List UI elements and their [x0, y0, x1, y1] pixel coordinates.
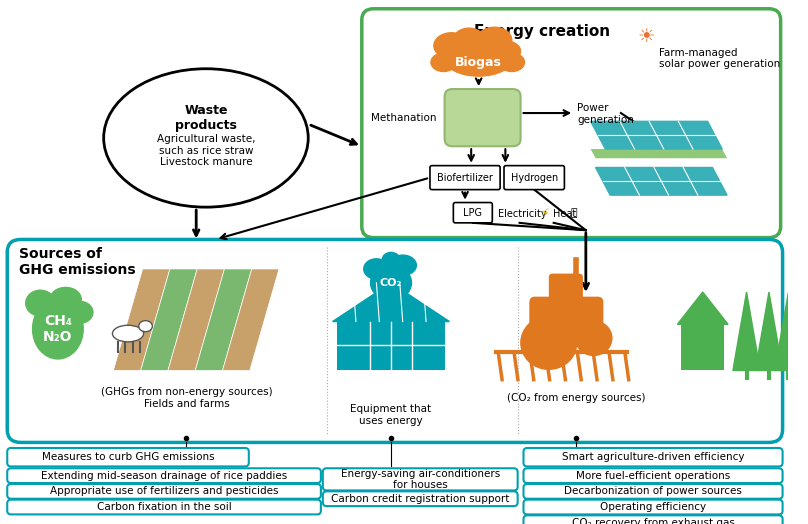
- Polygon shape: [591, 149, 727, 158]
- Text: Operating efficiency: Operating efficiency: [600, 502, 706, 512]
- Text: LPG: LPG: [463, 208, 482, 217]
- Text: CO₂ recovery from exhaust gas: CO₂ recovery from exhaust gas: [571, 518, 734, 524]
- Ellipse shape: [453, 28, 485, 52]
- Text: Carbon fixation in the soil: Carbon fixation in the soil: [97, 502, 231, 512]
- Text: Heat: Heat: [553, 209, 576, 219]
- Text: Carbon credit registration support: Carbon credit registration support: [331, 494, 509, 504]
- FancyBboxPatch shape: [7, 500, 321, 515]
- Text: (GHGs from non-energy sources)
Fields and farms: (GHGs from non-energy sources) Fields an…: [101, 387, 272, 409]
- FancyBboxPatch shape: [430, 166, 500, 190]
- Text: Agricultural waste,
such as rice straw
Livestock manure: Agricultural waste, such as rice straw L…: [157, 134, 255, 168]
- FancyBboxPatch shape: [323, 468, 518, 490]
- Text: Methanation: Methanation: [372, 113, 437, 123]
- Ellipse shape: [26, 290, 55, 316]
- Text: Sources of
GHG emissions: Sources of GHG emissions: [19, 247, 136, 277]
- Text: CO₂: CO₂: [380, 278, 402, 288]
- Polygon shape: [733, 292, 760, 370]
- FancyBboxPatch shape: [524, 448, 783, 466]
- Polygon shape: [595, 168, 727, 195]
- Polygon shape: [168, 269, 225, 370]
- Text: Electricity: Electricity: [499, 209, 547, 219]
- Ellipse shape: [431, 53, 457, 71]
- Text: (CO₂ from energy sources): (CO₂ from energy sources): [507, 393, 646, 403]
- Text: Appropriate use of fertilizers and pesticides: Appropriate use of fertilizers and pesti…: [50, 486, 278, 496]
- Ellipse shape: [50, 288, 82, 311]
- Polygon shape: [677, 292, 728, 324]
- FancyBboxPatch shape: [323, 492, 518, 506]
- Text: Smart agriculture-driven efficiency: Smart agriculture-driven efficiency: [562, 452, 744, 462]
- Ellipse shape: [371, 265, 411, 300]
- FancyBboxPatch shape: [453, 203, 492, 223]
- Text: Decarbonization of power sources: Decarbonization of power sources: [564, 486, 742, 496]
- Text: Biogas: Biogas: [455, 56, 502, 69]
- Ellipse shape: [434, 33, 469, 59]
- Polygon shape: [196, 269, 252, 370]
- Circle shape: [576, 322, 611, 355]
- FancyBboxPatch shape: [7, 448, 249, 466]
- Text: Farm-managed
solar power generation: Farm-managed solar power generation: [659, 48, 781, 69]
- Text: More fuel-efficient operations: More fuel-efficient operations: [576, 471, 730, 481]
- Text: 🔥: 🔥: [570, 208, 578, 217]
- FancyBboxPatch shape: [529, 297, 604, 338]
- Circle shape: [521, 317, 576, 368]
- FancyBboxPatch shape: [524, 468, 783, 483]
- Ellipse shape: [477, 27, 511, 53]
- Text: Biofertilizer: Biofertilizer: [437, 172, 493, 183]
- Polygon shape: [775, 292, 802, 370]
- Text: Waste
products: Waste products: [175, 104, 237, 132]
- FancyBboxPatch shape: [524, 484, 783, 499]
- FancyBboxPatch shape: [524, 500, 783, 515]
- FancyBboxPatch shape: [444, 89, 520, 146]
- Ellipse shape: [364, 259, 389, 279]
- Ellipse shape: [382, 253, 400, 267]
- Polygon shape: [222, 269, 279, 370]
- Ellipse shape: [103, 69, 308, 207]
- Text: Power
generation: Power generation: [577, 103, 634, 125]
- Polygon shape: [591, 122, 722, 149]
- FancyBboxPatch shape: [681, 324, 724, 370]
- Polygon shape: [113, 269, 170, 370]
- FancyBboxPatch shape: [549, 274, 583, 301]
- FancyBboxPatch shape: [524, 515, 783, 524]
- Ellipse shape: [139, 321, 153, 332]
- Ellipse shape: [444, 41, 513, 76]
- Ellipse shape: [32, 299, 83, 359]
- Text: Measures to curb GHG emissions: Measures to curb GHG emissions: [42, 452, 214, 462]
- Ellipse shape: [112, 325, 144, 342]
- FancyBboxPatch shape: [7, 484, 321, 499]
- Ellipse shape: [491, 41, 520, 61]
- Polygon shape: [141, 269, 197, 370]
- Ellipse shape: [389, 255, 416, 276]
- Text: Energy-saving air-conditioners
for houses: Energy-saving air-conditioners for house…: [341, 468, 500, 490]
- Polygon shape: [333, 283, 449, 322]
- Text: ☀: ☀: [638, 27, 655, 46]
- Text: Energy creation: Energy creation: [474, 24, 610, 39]
- Text: CH₄
N₂O: CH₄ N₂O: [43, 314, 73, 344]
- Text: Hydrogen: Hydrogen: [511, 172, 558, 183]
- Polygon shape: [755, 292, 783, 370]
- FancyBboxPatch shape: [338, 320, 444, 370]
- Text: Extending mid-season drainage of rice paddies: Extending mid-season drainage of rice pa…: [41, 471, 287, 481]
- Ellipse shape: [65, 301, 93, 323]
- Text: Equipment that
uses energy: Equipment that uses energy: [351, 404, 431, 425]
- FancyBboxPatch shape: [504, 166, 565, 190]
- Text: ⚡: ⚡: [541, 206, 549, 219]
- Ellipse shape: [499, 53, 524, 71]
- FancyBboxPatch shape: [7, 468, 321, 483]
